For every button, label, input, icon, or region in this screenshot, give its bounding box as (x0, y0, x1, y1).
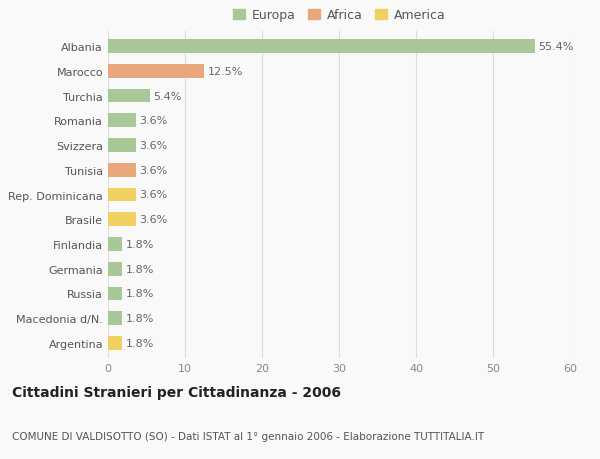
Text: 3.6%: 3.6% (140, 116, 168, 126)
Bar (108, 163, 136, 177)
Text: 55.4%: 55.4% (538, 42, 574, 52)
Text: 1.8%: 1.8% (126, 264, 154, 274)
Text: 5.4%: 5.4% (154, 91, 182, 101)
Bar (108, 213, 136, 227)
Bar (108, 139, 136, 152)
Bar (108, 238, 122, 251)
Bar (108, 40, 535, 54)
Bar (108, 65, 204, 78)
Text: Cittadini Stranieri per Cittadinanza - 2006: Cittadini Stranieri per Cittadinanza - 2… (12, 386, 341, 399)
Text: 1.8%: 1.8% (126, 313, 154, 324)
Text: 3.6%: 3.6% (140, 215, 168, 225)
Text: 3.6%: 3.6% (140, 165, 168, 175)
Bar (108, 188, 136, 202)
Bar (108, 263, 122, 276)
Legend: Europa, Africa, America: Europa, Africa, America (233, 9, 445, 22)
Bar (108, 336, 122, 350)
Text: COMUNE DI VALDISOTTO (SO) - Dati ISTAT al 1° gennaio 2006 - Elaborazione TUTTITA: COMUNE DI VALDISOTTO (SO) - Dati ISTAT a… (12, 431, 484, 441)
Text: 3.6%: 3.6% (140, 190, 168, 200)
Bar (108, 114, 136, 128)
Bar (108, 287, 122, 301)
Bar (108, 312, 122, 325)
Text: 1.8%: 1.8% (126, 289, 154, 299)
Text: 1.8%: 1.8% (126, 240, 154, 249)
Text: 3.6%: 3.6% (140, 141, 168, 151)
Text: 1.8%: 1.8% (126, 338, 154, 348)
Text: 12.5%: 12.5% (208, 67, 244, 77)
Bar (108, 90, 149, 103)
